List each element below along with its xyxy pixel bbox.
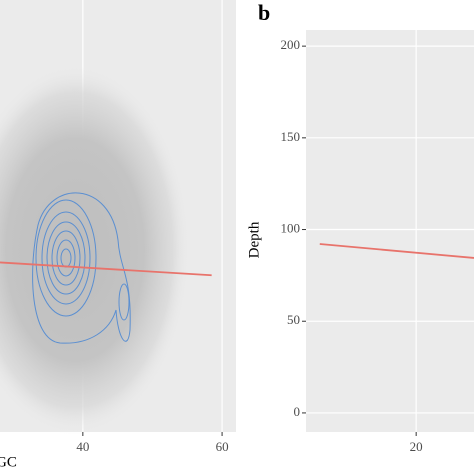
x-tick-label: 20 xyxy=(410,439,423,454)
point-cloud xyxy=(0,65,190,435)
y-tick-label: 50 xyxy=(287,312,300,327)
density-contours xyxy=(32,192,131,344)
panel-b xyxy=(306,30,474,432)
y-tick-label: 100 xyxy=(281,221,301,236)
x-tick-label: 60 xyxy=(216,439,229,454)
y-tick-label: 200 xyxy=(281,37,301,52)
panel-label: b xyxy=(258,0,270,25)
trend-line xyxy=(0,261,212,277)
y-tick-label: 150 xyxy=(281,129,301,144)
x-tick-label: 40 xyxy=(76,439,89,454)
trend-line xyxy=(319,243,474,259)
y-tick-label: 0 xyxy=(294,404,301,419)
y-axis-label: Depth xyxy=(246,221,262,258)
x-axis-label: GC xyxy=(0,454,17,470)
